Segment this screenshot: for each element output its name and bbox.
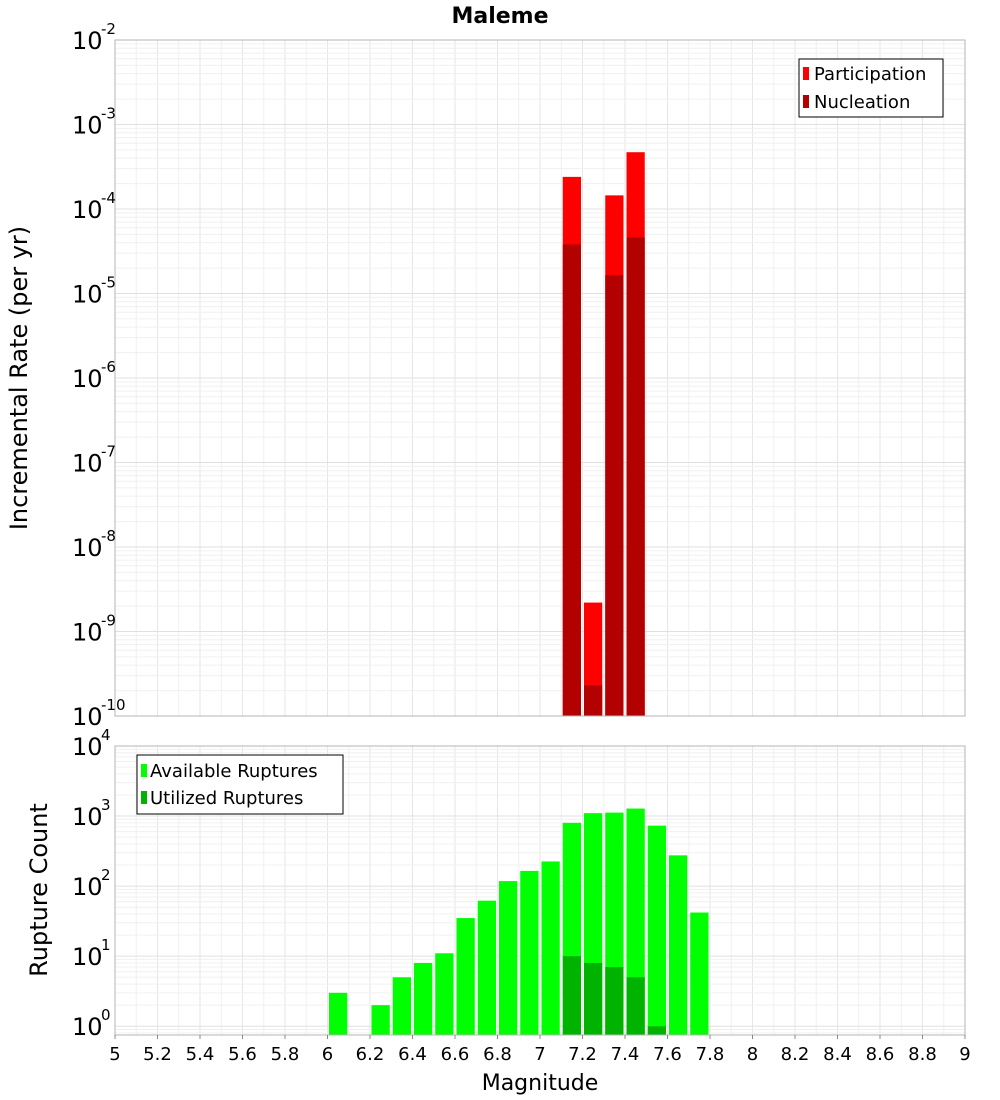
top-plot-border	[114, 39, 966, 717]
y-tick-exponent: 0	[101, 1006, 111, 1024]
x-tick-label: 9	[959, 1044, 970, 1065]
count-bar-a	[541, 861, 560, 1035]
legend-swatch-nucleation	[803, 95, 809, 108]
y-tick-exponent: -7	[101, 443, 116, 461]
chart-title: Maleme	[451, 4, 548, 29]
y-tick-label: 10	[72, 112, 103, 140]
count-bar-a	[499, 881, 518, 1035]
x-tick-label: 6	[322, 1044, 333, 1065]
legend-label-nucleation: Nucleation	[814, 92, 910, 113]
y-tick-exponent: -10	[101, 696, 126, 714]
rate-bar-b	[605, 275, 624, 716]
y-tick-label: 10	[72, 1013, 103, 1041]
count-bar-a	[690, 912, 709, 1035]
legend-swatch-available	[141, 764, 147, 777]
x-tick-label: 7	[534, 1044, 545, 1065]
top-y-axis-label: Incremental Rate (per yr)	[5, 226, 33, 530]
x-tick-label: 8	[747, 1044, 758, 1065]
count-bar-a	[456, 918, 475, 1035]
top-legend: Participation Nucleation	[798, 58, 944, 118]
x-tick-label: 5.2	[143, 1044, 172, 1065]
rate-bar-b	[562, 244, 581, 716]
count-bar-a	[371, 1005, 390, 1035]
y-tick-exponent: -9	[101, 612, 116, 630]
x-tick-label: 8.4	[823, 1044, 852, 1065]
count-bar-a	[520, 870, 539, 1035]
legend-label-participation: Participation	[814, 64, 926, 85]
x-tick-label: 5.8	[271, 1044, 300, 1065]
y-tick-label: 10	[72, 873, 103, 901]
y-tick-label: 10	[72, 365, 103, 393]
top-bars	[562, 152, 645, 717]
legend-swatch-utilized	[141, 791, 147, 804]
x-ticks: 5 5.2 5.4 5.6 5.8 6 6.2 6.4 6.6 6.8 7 7.2 7.4 7.6 7.8 8…	[109, 1035, 971, 1065]
x-tick-label: 5.6	[228, 1044, 257, 1065]
y-tick-exponent: 1	[101, 936, 111, 954]
count-bar-b	[562, 956, 581, 1035]
bottom-legend-box	[136, 754, 344, 815]
count-bar-a	[329, 992, 348, 1035]
x-tick-label: 6.6	[441, 1044, 470, 1065]
x-tick-label: 8.6	[866, 1044, 895, 1065]
y-tick-exponent: -8	[101, 527, 116, 545]
x-tick-label: 6.2	[356, 1044, 385, 1065]
legend-label-available: Available Ruptures	[150, 761, 318, 782]
x-tick-label: 6.4	[398, 1044, 427, 1065]
x-tick-label: 7.4	[611, 1044, 640, 1065]
count-bar-b	[605, 967, 624, 1035]
y-tick-label: 10	[72, 943, 103, 971]
legend-label-utilized: Utilized Ruptures	[150, 788, 303, 809]
y-tick-label: 10	[72, 703, 103, 731]
count-bar-a	[477, 900, 496, 1035]
count-bar-b	[647, 1026, 666, 1035]
y-tick-exponent: -2	[101, 20, 116, 38]
x-tick-label: 8.8	[908, 1044, 937, 1065]
x-axis-label: Magnitude	[482, 1071, 599, 1096]
bottom-bars	[329, 808, 709, 1035]
count-bar-b	[584, 962, 603, 1035]
count-bar-a	[669, 855, 688, 1035]
y-tick-label: 10	[72, 733, 103, 761]
y-tick-label: 10	[72, 619, 103, 647]
count-bar-a	[647, 825, 666, 1035]
x-tick-label: 7.6	[653, 1044, 682, 1065]
count-bar-a	[435, 953, 454, 1035]
y-tick-exponent: -4	[101, 189, 116, 207]
legend-swatch-participation	[803, 67, 809, 80]
y-tick-label: 10	[72, 27, 103, 55]
y-tick-label: 10	[72, 281, 103, 309]
count-bar-a	[414, 962, 433, 1035]
x-tick-label: 5.4	[186, 1044, 215, 1065]
y-tick-label: 10	[72, 450, 103, 478]
top-legend-box	[798, 58, 944, 118]
y-tick-exponent: 4	[101, 726, 111, 744]
y-tick-label: 10	[72, 803, 103, 831]
bottom-legend: Available Ruptures Utilized Ruptures	[136, 754, 344, 815]
rate-bar-b	[584, 685, 603, 716]
x-tick-label: 5	[109, 1044, 120, 1065]
x-tick-label: 8.2	[781, 1044, 810, 1065]
count-bar-b	[626, 977, 645, 1035]
top-grid	[114, 39, 966, 717]
y-tick-exponent: -5	[101, 274, 116, 292]
y-tick-label: 10	[72, 196, 103, 224]
y-tick-exponent: -6	[101, 358, 116, 376]
bottom-y-axis-label: Rupture Count	[25, 803, 53, 977]
y-tick-exponent: 3	[101, 796, 111, 814]
count-bar-a	[392, 977, 411, 1035]
rate-bar-b	[626, 237, 645, 717]
y-tick-label: 10	[72, 534, 103, 562]
x-tick-label: 7.8	[696, 1044, 725, 1065]
y-tick-exponent: -3	[101, 105, 116, 123]
x-tick-label: 7.2	[568, 1044, 597, 1065]
x-tick-label: 6.8	[483, 1044, 512, 1065]
y-tick-exponent: 2	[101, 866, 111, 884]
